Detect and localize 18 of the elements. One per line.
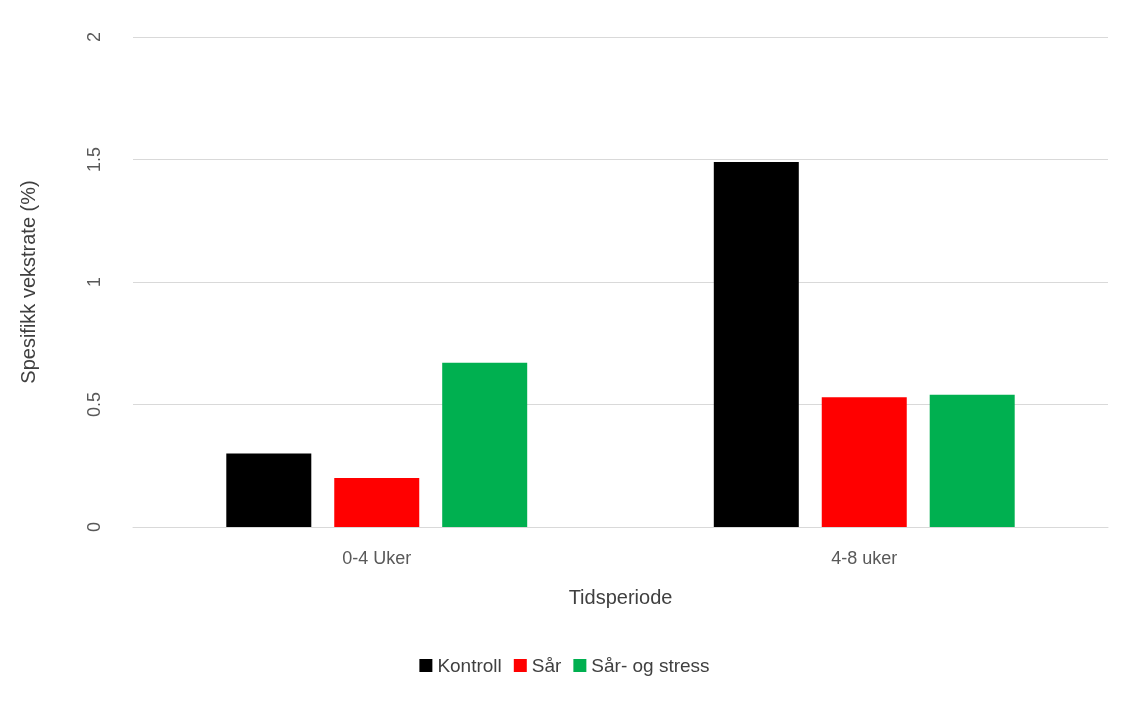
- bar: [226, 453, 312, 527]
- y-tick-label: 1.5: [84, 146, 104, 173]
- bar: [442, 362, 528, 527]
- legend-label: Sår: [531, 655, 563, 676]
- x-tick-label: 4-8 uker: [831, 548, 898, 568]
- y-tick-label: 1: [84, 276, 104, 288]
- bar: [929, 394, 1015, 527]
- y-tick-label: 0.5: [84, 391, 104, 418]
- legend-label: Sår- og stress: [591, 655, 710, 676]
- y-tick-label: 2: [84, 31, 104, 43]
- y-tick-label: 0: [84, 521, 104, 533]
- bar: [334, 478, 420, 527]
- y-axis-title: Spesifikk vekstrate (%): [17, 180, 39, 384]
- x-tick-label: 0-4 Uker: [342, 548, 412, 568]
- bar: [713, 161, 799, 527]
- bar: [821, 397, 907, 527]
- x-axis-title: Tidsperiode: [568, 586, 673, 608]
- legend-label: Kontroll: [437, 655, 502, 676]
